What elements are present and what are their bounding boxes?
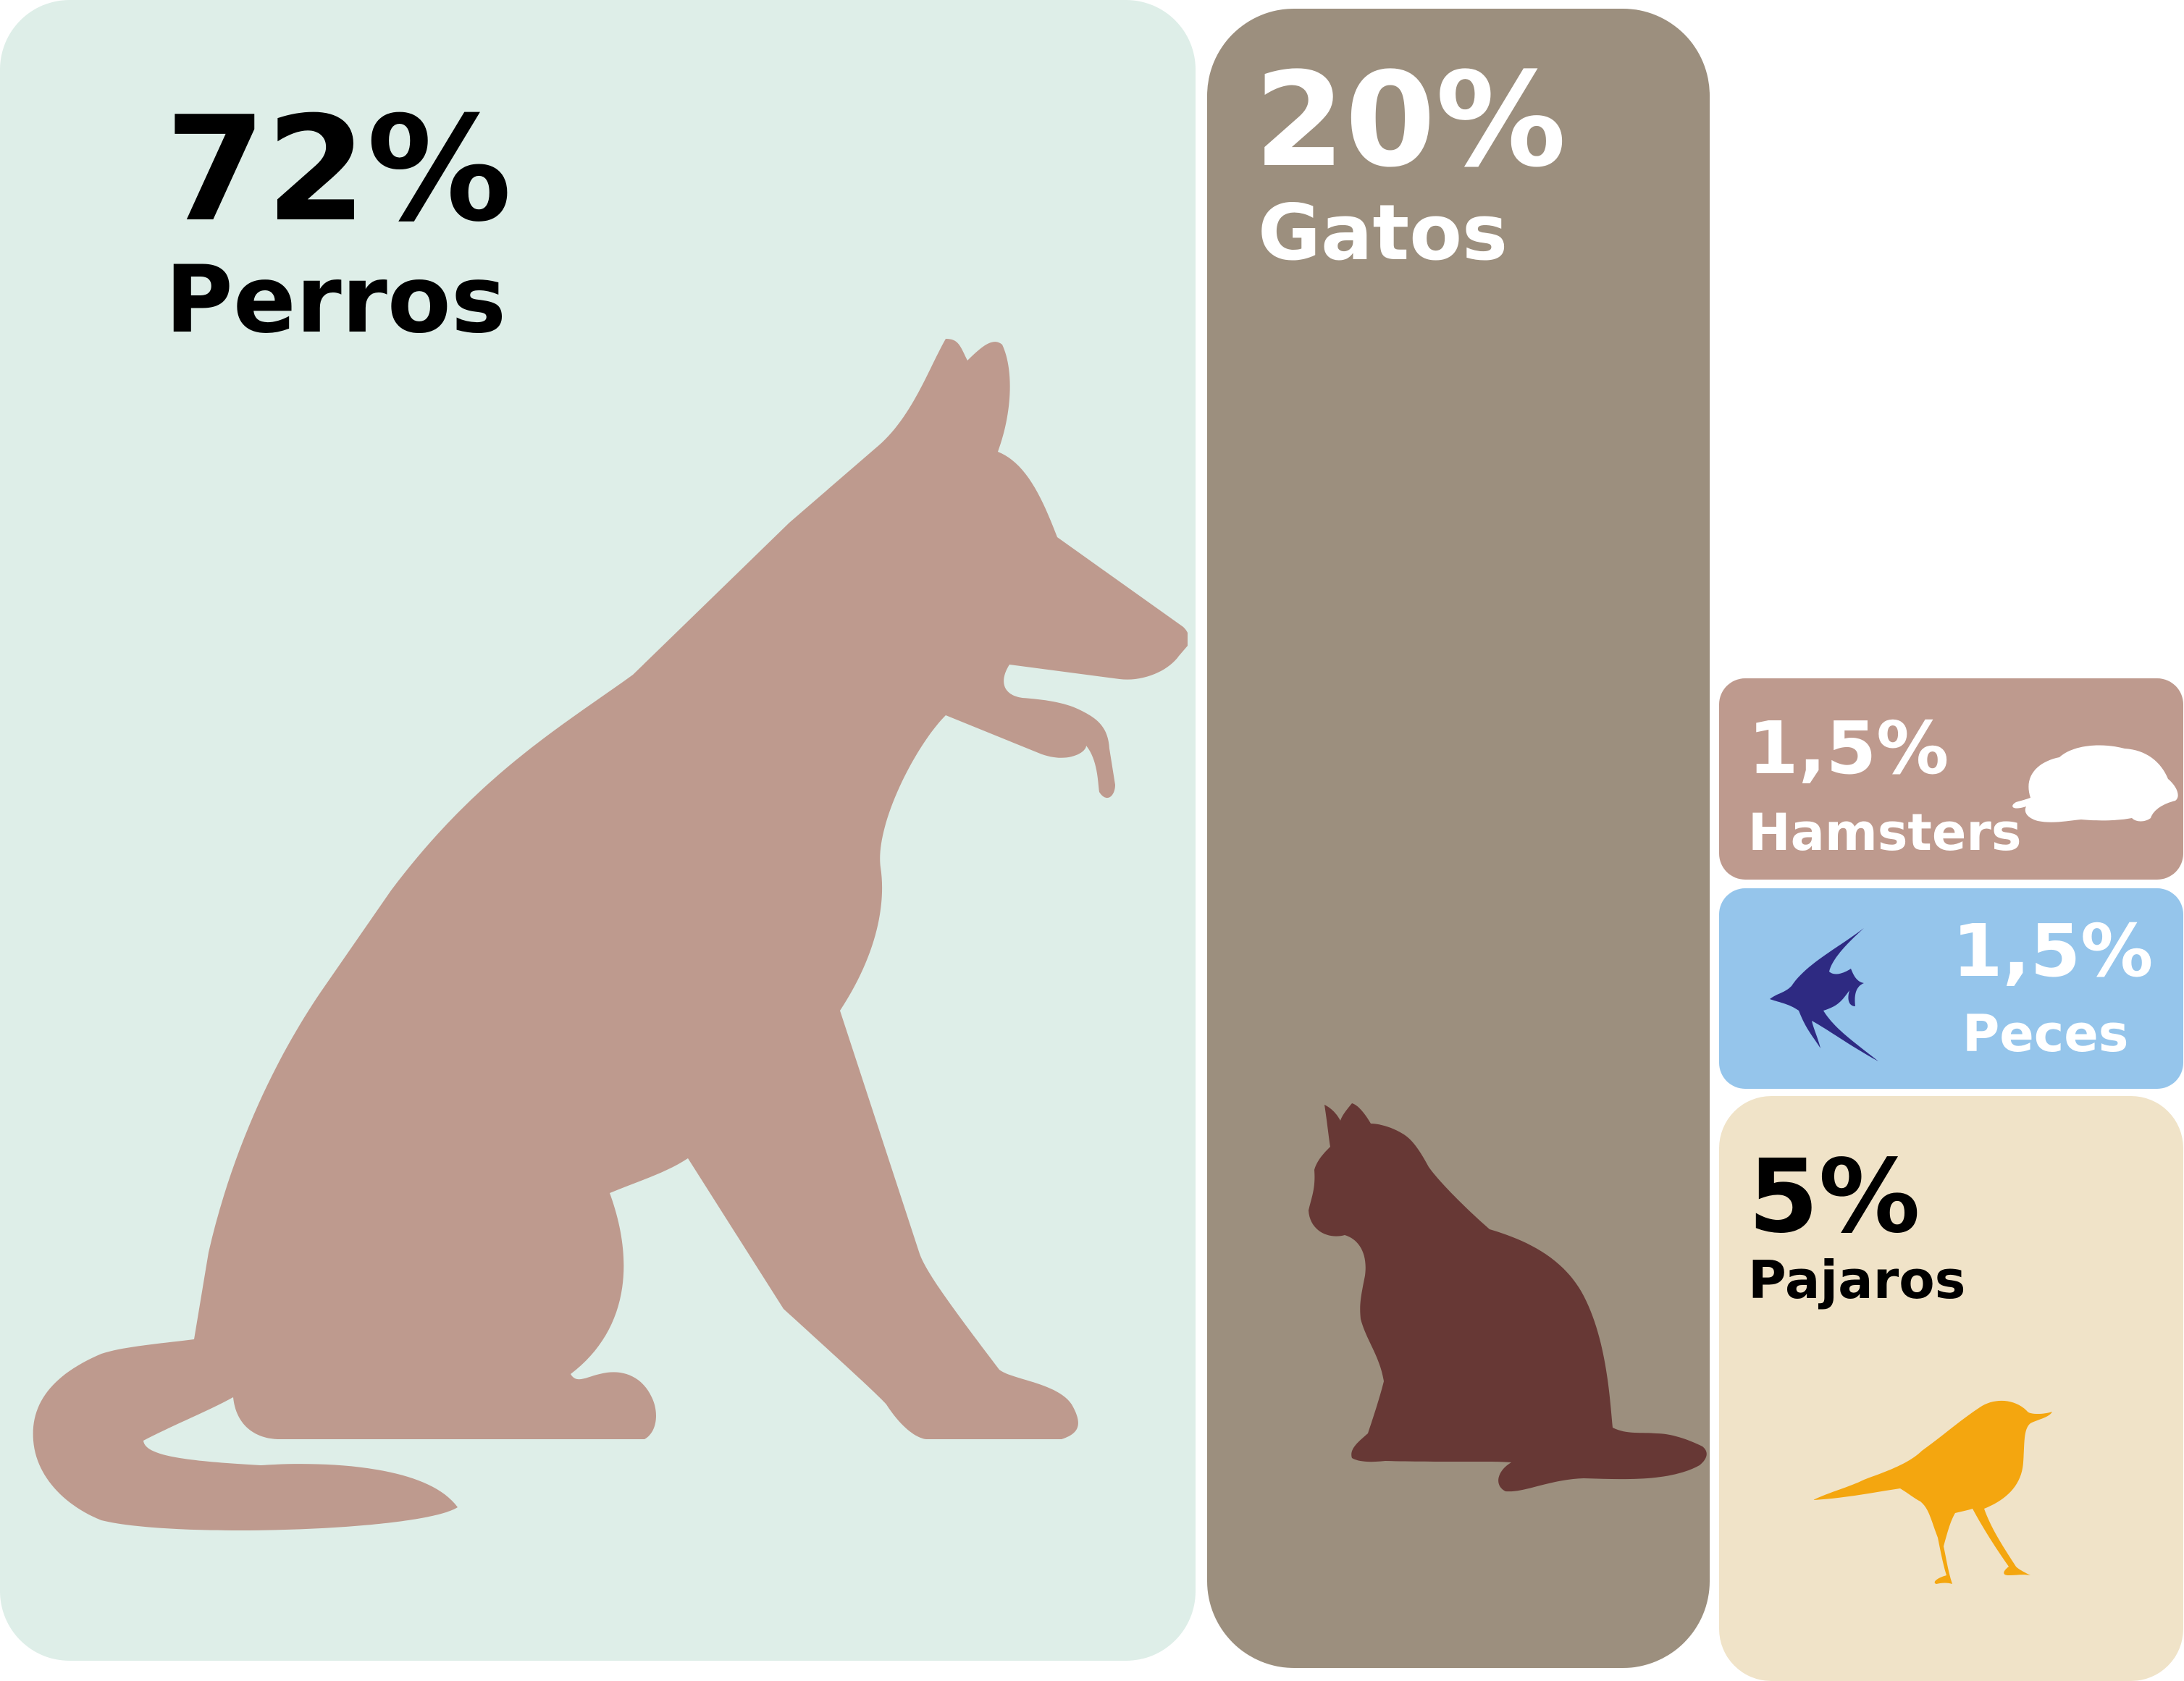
- dog-icon: [33, 339, 1188, 1530]
- value-label: 1,5%: [1748, 706, 1949, 791]
- category-label: Perros: [165, 246, 506, 354]
- value-label: 5%: [1748, 1138, 1920, 1256]
- value-label: 72%: [165, 85, 512, 254]
- bird-icon: [1813, 1400, 2052, 1584]
- value-label: 1,5%: [1952, 909, 2154, 993]
- panel-gatos: 20% Gatos: [1207, 9, 1710, 1668]
- panel-hamsters: 1,5% Hamsters: [1719, 678, 2183, 880]
- category-label: Peces: [1962, 1004, 2129, 1063]
- value-label: 20%: [1254, 45, 1566, 196]
- cat-icon: [1309, 1103, 1707, 1492]
- panel-perros: 72% Perros: [0, 0, 1196, 1661]
- category-label: Pajaros: [1748, 1250, 1966, 1310]
- panel-pajaros: 5% Pajaros: [1719, 1096, 2183, 1681]
- fish-icon: [1770, 928, 1878, 1061]
- category-label: Hamsters: [1748, 803, 2022, 862]
- category-label: Gatos: [1258, 188, 1508, 277]
- hamster-icon: [2012, 745, 2178, 822]
- panel-peces: 1,5% Peces: [1719, 888, 2183, 1089]
